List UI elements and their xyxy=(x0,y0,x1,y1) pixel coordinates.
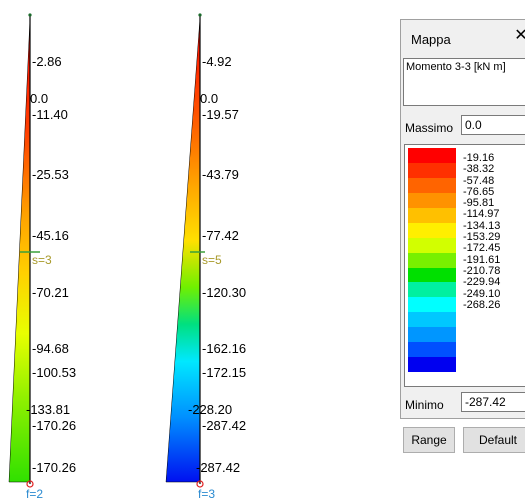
color-swatch xyxy=(408,267,456,283)
close-icon[interactable]: ✕ xyxy=(514,27,525,44)
moment-diagram: -2.86 0.0 -11.40 -25.53 -45.16 s=3 -70.2… xyxy=(8,13,246,500)
member-1-value-label: -2.86 xyxy=(32,54,62,69)
color-swatch xyxy=(408,207,456,223)
member-2-base-node xyxy=(196,480,204,488)
color-swatch xyxy=(408,177,456,193)
member-1-value-label: -94.68 xyxy=(32,341,69,356)
member-1-value-label: -133.81 xyxy=(26,402,70,417)
member-2-top-node xyxy=(198,13,202,17)
member-2-value-label: -77.42 xyxy=(202,228,239,243)
scale-value: -95.81 xyxy=(463,197,495,210)
member-2-node-label: f=3 xyxy=(198,487,215,500)
scale-value: -19.16 xyxy=(463,152,495,164)
color-swatches xyxy=(408,148,456,373)
color-swatch xyxy=(408,327,456,343)
color-swatch xyxy=(408,342,456,358)
scale-value: -76.65 xyxy=(463,185,495,198)
member-1-base-node xyxy=(26,480,34,488)
scale-value: -191.61 xyxy=(463,253,501,266)
scale-value: -134.13 xyxy=(463,219,501,232)
scale-value: -249.10 xyxy=(463,287,501,300)
color-swatch xyxy=(408,297,456,313)
color-swatch xyxy=(408,237,456,253)
min-label: Minimo xyxy=(405,398,444,412)
member-1-value-label: -70.21 xyxy=(32,285,69,300)
color-swatch xyxy=(408,252,456,268)
diagram-viewport[interactable]: -2.86 0.0 -11.40 -25.53 -45.16 s=3 -70.2… xyxy=(0,0,390,500)
member-1-value-label: 0.0 xyxy=(30,91,48,106)
member-2-value-label: -287.42 xyxy=(202,418,246,433)
member-2-value-label: -287.42 xyxy=(196,460,240,475)
member-1-value-label: -25.53 xyxy=(32,167,69,182)
quantity-field[interactable]: Momento 3-3 [kN m] xyxy=(403,58,525,106)
scale-value: -153.29 xyxy=(463,231,501,244)
member-2-value-label: -43.79 xyxy=(202,167,239,182)
member-1-value-label: -11.40 xyxy=(32,107,68,122)
color-swatch xyxy=(408,192,456,208)
member-1-top-node xyxy=(28,13,32,17)
scale-value: -268.26 xyxy=(463,298,501,311)
color-swatch xyxy=(408,148,456,163)
range-button[interactable]: Range xyxy=(403,427,455,453)
color-swatch xyxy=(408,357,456,373)
default-button[interactable]: Default xyxy=(463,427,525,453)
scale-value: -210.78 xyxy=(463,264,501,277)
color-swatch xyxy=(408,162,456,178)
member-2-value-label: -120.30 xyxy=(202,285,246,300)
panel-title: Mappa xyxy=(411,32,451,47)
member-1[interactable] xyxy=(8,13,40,488)
member-1-value-label: -45.16 xyxy=(32,228,69,243)
member-2[interactable] xyxy=(165,13,205,488)
member-2-value-label: -228.20 xyxy=(188,402,232,417)
member-2-value-label: -172.15 xyxy=(202,365,246,380)
member-1-value-label: -100.53 xyxy=(32,365,76,380)
color-swatch xyxy=(408,282,456,298)
member-2-value-label: 0.0 xyxy=(200,91,218,106)
scale-values: -19.16 -38.32 -57.48 -76.65 -95.81 -114.97 -13… xyxy=(463,152,501,311)
color-scale: -19.16 -38.32 -57.48 -76.65 -95.81 -114.97 -13… xyxy=(404,144,525,387)
color-map-panel: Mappa ✕ Momento 3-3 [kN m] Massimo 0.0 -… xyxy=(400,19,525,453)
color-swatch xyxy=(408,222,456,238)
max-value-input[interactable]: 0.0 xyxy=(461,115,525,135)
scale-value: -229.94 xyxy=(463,276,501,289)
color-swatch xyxy=(408,312,456,328)
scale-value: -38.32 xyxy=(463,163,495,176)
scale-value: -57.48 xyxy=(463,174,495,187)
member-1-value-label: -170.26 xyxy=(32,460,76,475)
member-1-value-label: -170.26 xyxy=(32,418,76,433)
scale-value: -172.45 xyxy=(463,242,501,255)
min-value-input[interactable]: -287.42 xyxy=(461,392,525,412)
member-1-node-label: f=2 xyxy=(26,487,43,500)
member-2-section-label: s=5 xyxy=(202,253,222,267)
scale-value: -114.97 xyxy=(463,208,500,221)
member-2-value-label: -162.16 xyxy=(202,341,246,356)
max-label: Massimo xyxy=(405,121,454,135)
member-2-value-label: -19.57 xyxy=(202,107,239,122)
member-1-section-label: s=3 xyxy=(32,253,52,267)
member-2-value-label: -4.92 xyxy=(202,54,232,69)
